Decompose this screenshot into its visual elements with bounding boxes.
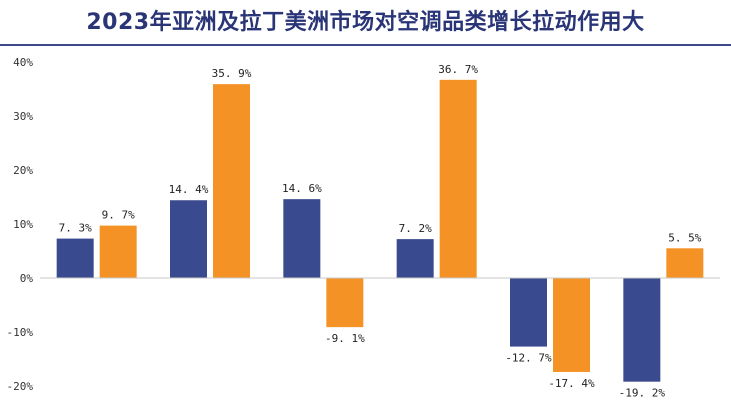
data-label: 14. 6%: [282, 182, 322, 195]
data-label: -17. 4%: [548, 377, 595, 390]
bar-series-2-group-3: [326, 278, 364, 328]
data-label: -12. 7%: [505, 352, 552, 365]
data-label: 7. 2%: [399, 222, 432, 235]
data-label: -9. 1%: [325, 332, 365, 345]
y-tick-label: 20%: [13, 164, 33, 177]
bar-series-1-group-4: [396, 239, 434, 278]
y-axis: 40% 30% 20% 10% 0% -10% -20%: [7, 56, 34, 393]
y-tick-label: -10%: [7, 326, 34, 339]
data-label: 35. 9%: [212, 67, 252, 80]
y-tick-label: 40%: [13, 56, 33, 69]
bars: [56, 79, 704, 382]
bar-series-2-group-1: [99, 225, 137, 278]
data-label: -19. 2%: [619, 387, 666, 400]
y-tick-label: 0%: [20, 272, 34, 285]
bar-series-2-group-5: [553, 278, 590, 372]
bar-series-1-group-3: [283, 199, 321, 278]
chart-title: 2023年亚洲及拉丁美洲市场对空调品类增长拉动作用大: [86, 10, 645, 35]
data-label: 36. 7%: [438, 63, 478, 76]
data-labels: 7. 3% 14. 4% 14. 6% 7. 2% -12. 7% -19. 2% 9. 7…: [59, 63, 702, 400]
bar-series-2-group-2: [213, 84, 250, 278]
title-divider: [0, 44, 731, 46]
data-label: 9. 7%: [102, 209, 135, 222]
bar-series-2-group-6: [666, 248, 704, 278]
bar-series-1-group-2: [170, 200, 207, 278]
y-tick-label: 10%: [13, 218, 33, 231]
bar-series-1-group-1: [56, 238, 94, 278]
bar-series-1-group-6: [623, 278, 661, 382]
data-label: 14. 4%: [169, 183, 209, 196]
y-tick-label: -20%: [7, 380, 34, 393]
bar-series-2-group-4: [439, 79, 477, 278]
data-label: 5. 5%: [668, 231, 701, 244]
y-tick-label: 30%: [13, 110, 33, 123]
data-label: 7. 3%: [59, 222, 92, 235]
bar-series-1-group-5: [510, 278, 547, 347]
